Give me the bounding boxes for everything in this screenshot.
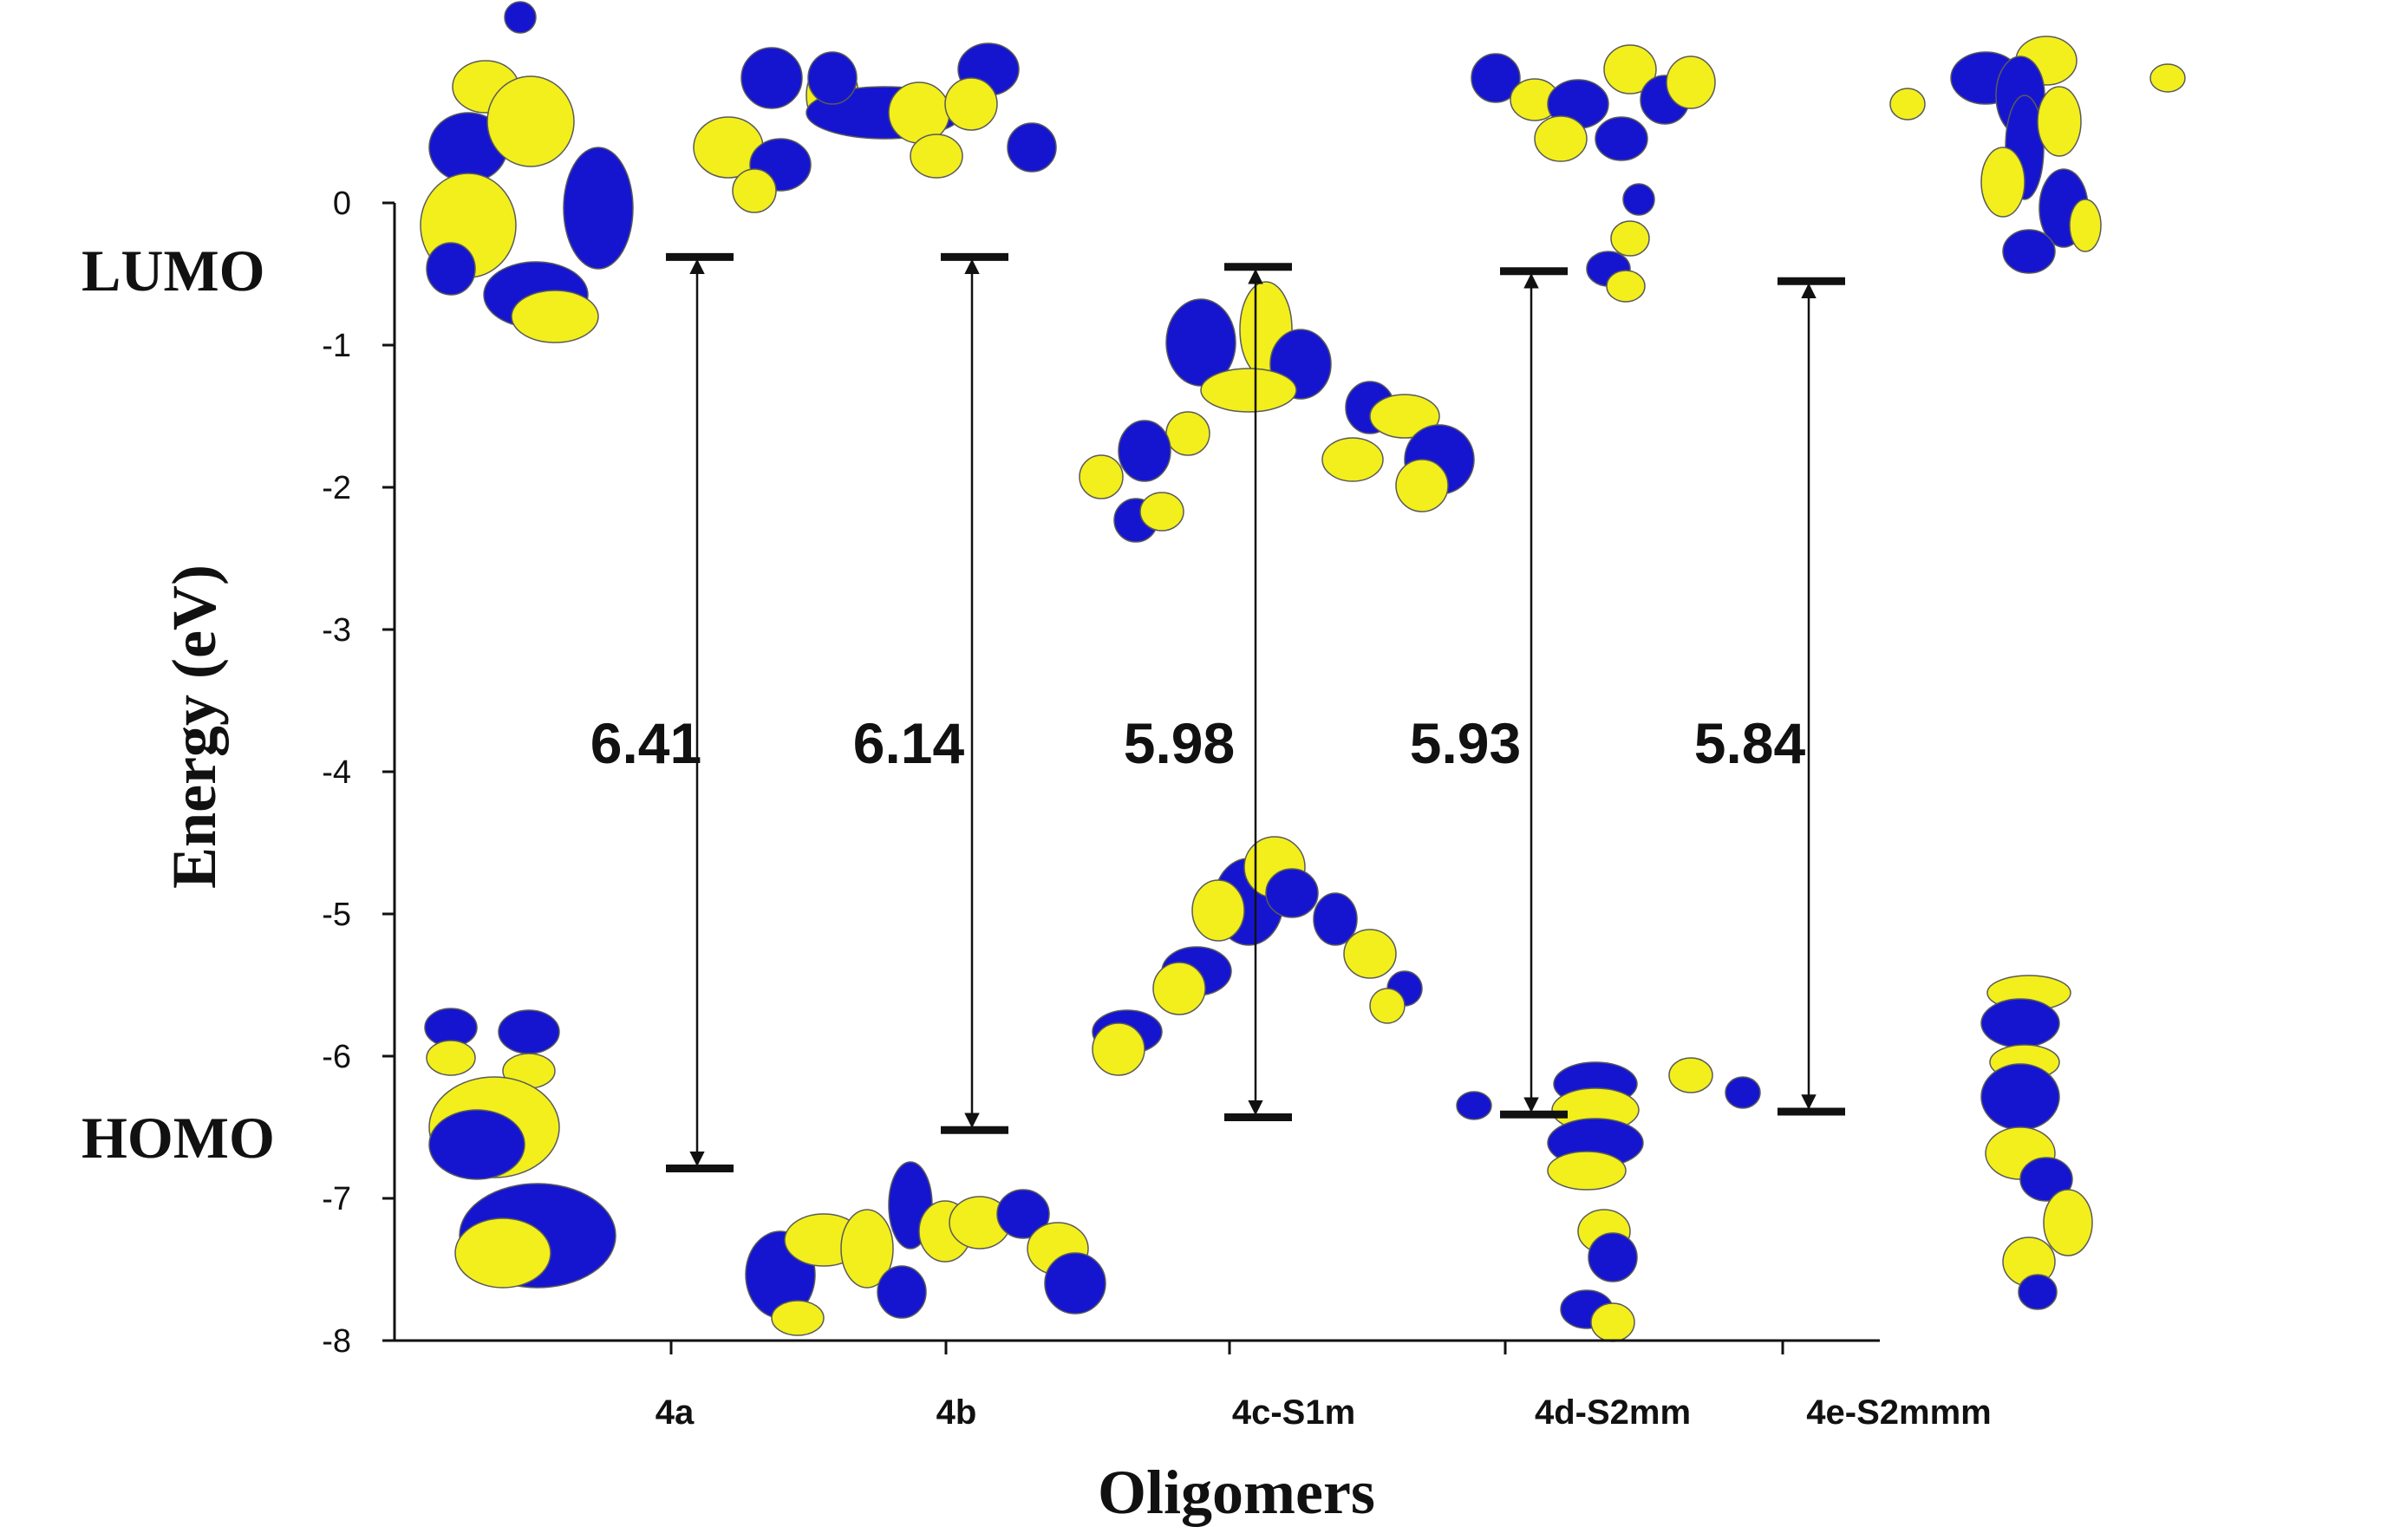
lumo-4c-orbital bbox=[1079, 281, 1475, 543]
orbital-lobe bbox=[563, 147, 634, 270]
orbital-lobe bbox=[910, 134, 963, 179]
homo-4e-orbital bbox=[1980, 975, 2093, 1310]
lumo-4a-orbital bbox=[420, 1, 634, 343]
orbital-lobe bbox=[1313, 892, 1358, 946]
orbital-lobe bbox=[511, 290, 599, 343]
orbital-lobe bbox=[2149, 63, 2186, 93]
orbital-lobe bbox=[944, 77, 998, 131]
orbital-lobe bbox=[486, 75, 575, 167]
orbital-lobe bbox=[771, 1300, 825, 1336]
orbital-lobe bbox=[428, 1109, 525, 1180]
orbital-lobe bbox=[1588, 1232, 1638, 1282]
orbital-lobe bbox=[1165, 411, 1210, 456]
orbital-lobe bbox=[1200, 368, 1297, 413]
orbital-lobe bbox=[1092, 1022, 1145, 1076]
gap-value-label: 5.84 bbox=[1694, 711, 1806, 775]
orbital-lobe bbox=[1343, 929, 1397, 979]
orbital-lobe bbox=[1395, 459, 1449, 512]
y-tick-label: -4 bbox=[322, 754, 351, 791]
orbital-lobe bbox=[1606, 270, 1646, 303]
orbital-lobe bbox=[1595, 116, 1648, 161]
orbital-lobe bbox=[2018, 1274, 2058, 1310]
x-tick-label: 4c-S1m bbox=[1232, 1393, 1355, 1432]
y-tick-label: 0 bbox=[333, 186, 351, 222]
orbital-lobe bbox=[807, 51, 858, 105]
orbital-lobe bbox=[1547, 1151, 1627, 1191]
y-tick-label: -5 bbox=[322, 897, 351, 933]
gap-value-label: 5.98 bbox=[1124, 711, 1235, 775]
orbital-lobe bbox=[1668, 1057, 1713, 1093]
y-tick-label: -2 bbox=[322, 470, 351, 506]
y-tick-label: -1 bbox=[322, 328, 351, 364]
orbital-lobe bbox=[1118, 420, 1171, 482]
orbital-lobe bbox=[1471, 53, 1521, 103]
orbital-lobe bbox=[1456, 1091, 1492, 1120]
orbital-lobe bbox=[1265, 868, 1319, 918]
x-tick-label: 4e-S2mmm bbox=[1806, 1393, 1991, 1432]
orbital-lobe bbox=[1610, 220, 1650, 257]
orbital-lobe bbox=[1980, 1063, 2060, 1131]
lumo-4b-orbital bbox=[693, 42, 1057, 213]
orbital-lobe bbox=[426, 1040, 476, 1076]
orbital-lobe bbox=[2019, 1157, 2073, 1202]
orbital-images bbox=[420, 1, 2186, 1342]
x-axis-title: Oligomers bbox=[1098, 1458, 1375, 1527]
orbital-lobe bbox=[2037, 86, 2082, 157]
y-tick-label: -3 bbox=[322, 612, 351, 649]
homo-label: HOMO bbox=[82, 1105, 275, 1171]
orbital-lobe bbox=[1165, 298, 1236, 387]
orbital-lobe bbox=[877, 1265, 927, 1319]
x-tick-label: 4a bbox=[656, 1393, 695, 1432]
homo-4a-orbital bbox=[424, 1008, 616, 1289]
orbital-lobe bbox=[1007, 122, 1057, 173]
orbital-lobe bbox=[504, 1, 537, 34]
orbital-lobe bbox=[732, 168, 777, 213]
orbital-lobe bbox=[1603, 44, 1657, 95]
orbital-lobe bbox=[1079, 454, 1124, 499]
orbital-lobe bbox=[996, 1189, 1050, 1239]
orbital-lobe bbox=[740, 47, 803, 109]
y-tick-label: -6 bbox=[322, 1039, 351, 1075]
orbital-lobe bbox=[1666, 55, 1716, 109]
lumo-4e-orbital bbox=[1889, 36, 2186, 274]
orbital-lobe bbox=[1590, 1302, 1635, 1342]
orbital-lobe bbox=[454, 1217, 551, 1289]
y-axis-title: Energy (eV) bbox=[160, 564, 229, 889]
orbital-lobe bbox=[840, 1209, 894, 1289]
x-tick-label: 4b bbox=[936, 1393, 977, 1432]
gap-value-label: 6.14 bbox=[853, 711, 965, 775]
orbital-lobe bbox=[2069, 199, 2102, 252]
orbital-lobe bbox=[1191, 879, 1245, 942]
y-tick-label: -7 bbox=[322, 1181, 351, 1217]
orbital-lobe bbox=[1980, 147, 2025, 218]
orbital-lobe bbox=[1889, 88, 1926, 121]
orbital-lobe bbox=[426, 242, 476, 296]
lumo-label: LUMO bbox=[82, 238, 265, 303]
gap-value-label: 6.41 bbox=[590, 711, 701, 775]
y-tick-label: -8 bbox=[322, 1323, 351, 1360]
orbital-lobe bbox=[1152, 962, 1206, 1015]
lumo-4d-orbital bbox=[1471, 44, 1716, 303]
orbital-lobe bbox=[2043, 1189, 2093, 1256]
orbital-lobe bbox=[1534, 115, 1588, 162]
orbital-lobe bbox=[1725, 1076, 1761, 1109]
orbital-lobe bbox=[2002, 229, 2056, 274]
orbital-lobe bbox=[1044, 1252, 1106, 1315]
orbital-lobe bbox=[1321, 437, 1384, 482]
orbital-lobe bbox=[1369, 988, 1406, 1024]
orbital-lobe bbox=[1369, 394, 1440, 439]
x-tick-label: 4d-S2mm bbox=[1535, 1393, 1691, 1432]
orbital-lobe bbox=[1139, 492, 1184, 532]
homo-4b-orbital bbox=[745, 1161, 1106, 1336]
orbital-lobe bbox=[1622, 183, 1655, 216]
chart-marks: 6.41 6.14 5.98 5.93 5.84 bbox=[590, 252, 1845, 1173]
homo-4d-orbital bbox=[1456, 1057, 1761, 1342]
homo-4c-orbital bbox=[1092, 836, 1423, 1076]
axes: 0 -1 -2 -3 -4 -5 -6 -7 -8 4a 4b 4c-S1m 4d-S2mm 4e-S2m… bbox=[322, 186, 1992, 1432]
orbital-lobe bbox=[498, 1009, 560, 1054]
gap-value-label: 5.93 bbox=[1410, 711, 1521, 775]
orbital-lobe bbox=[1980, 998, 2060, 1048]
